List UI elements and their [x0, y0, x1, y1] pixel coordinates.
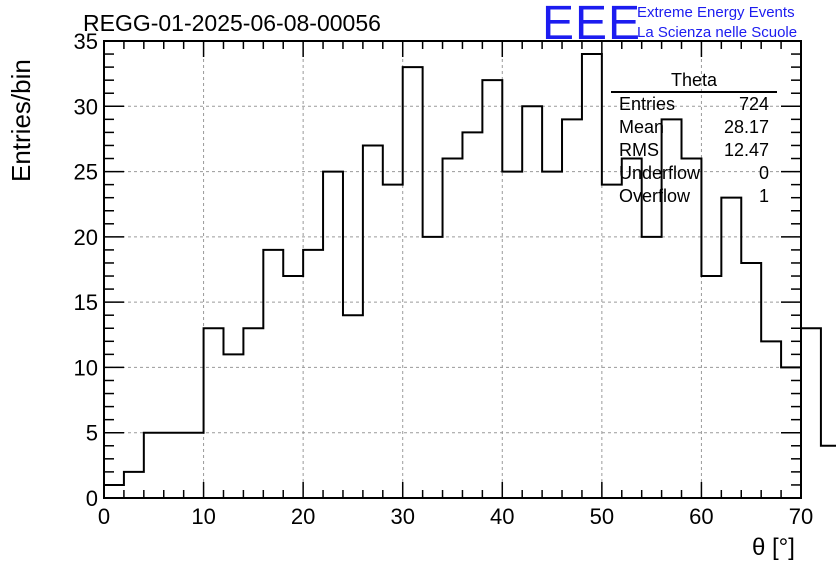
histogram-bin	[383, 185, 403, 498]
histogram-bin	[522, 106, 542, 498]
histogram-bin	[542, 172, 562, 498]
stats-label: Entries	[619, 94, 676, 114]
histogram-bin	[184, 433, 204, 498]
stats-label: Underflow	[619, 163, 701, 183]
x-tick-label: 50	[590, 504, 614, 529]
histogram-bin	[223, 354, 243, 498]
histogram-bin	[263, 250, 283, 498]
stats-value: 0	[758, 163, 769, 183]
histogram-bin	[363, 145, 383, 498]
stats-title: Theta	[611, 70, 777, 93]
histogram-bin	[582, 54, 602, 498]
histogram-bin	[701, 276, 721, 498]
chart-title: REGG-01-2025-06-08-00056	[83, 10, 381, 36]
y-tick-label: 35	[74, 29, 98, 54]
histogram-bin	[682, 159, 702, 498]
stats-row-overflow: Overflow 1	[611, 185, 777, 208]
histogram-bin	[821, 446, 836, 498]
histogram-bin	[721, 198, 741, 498]
eee-logo: EEE	[542, 0, 642, 50]
histogram-bin	[562, 119, 582, 498]
histogram-bin	[462, 132, 482, 498]
histogram-bin	[243, 328, 263, 498]
histogram-bin	[164, 433, 184, 498]
x-tick-label: 20	[291, 504, 315, 529]
histogram-bin	[124, 472, 144, 498]
histogram-bin	[622, 159, 642, 498]
stats-box: Theta Entries 724 Mean 28.17 RMS 12.47 Underfl…	[611, 70, 777, 208]
stats-value: 1	[758, 186, 769, 206]
histogram-bin	[761, 341, 781, 498]
histogram-bin	[283, 276, 303, 498]
logo-caption: Extreme Energy Events La Scienza nelle S…	[637, 3, 797, 43]
stats-row-entries: Entries 724	[611, 93, 777, 116]
histogram-bin	[403, 67, 423, 498]
x-tick-label: 60	[689, 504, 713, 529]
y-tick-label: 5	[86, 421, 98, 446]
stats-label: Mean	[619, 117, 665, 137]
x-tick-label: 10	[191, 504, 215, 529]
stats-label: RMS	[619, 140, 659, 160]
histogram-bin	[343, 315, 363, 498]
stats-row-rms: RMS 12.47	[611, 139, 777, 162]
histogram-bin	[104, 485, 124, 498]
histogram-bin	[204, 328, 224, 498]
histogram-bin	[303, 250, 323, 498]
x-tick-label: 30	[390, 504, 414, 529]
logo-line-2: La Scienza nelle Scuole	[637, 24, 798, 41]
logo-line-1: Extreme Energy Events	[637, 4, 795, 21]
y-tick-label: 30	[74, 94, 98, 119]
y-tick-label: 0	[86, 486, 98, 511]
histogram-bin	[323, 172, 343, 498]
histogram-bin	[602, 185, 622, 498]
histogram-bin	[482, 80, 502, 498]
histogram-bin	[741, 263, 761, 498]
x-axis-label: θ [°]	[752, 534, 795, 561]
y-tick-label: 10	[74, 355, 98, 380]
histogram-bin	[801, 328, 821, 498]
stats-label: Overflow	[619, 186, 691, 206]
histogram-bin	[502, 172, 522, 498]
stats-row-underflow: Underflow 0	[611, 162, 777, 185]
x-tick-label: 40	[490, 504, 514, 529]
histogram-bin	[642, 237, 662, 498]
y-tick-label: 15	[74, 290, 98, 315]
histogram-bin	[443, 159, 463, 498]
x-tick-label: 0	[98, 504, 110, 529]
histogram-bin	[423, 237, 443, 498]
stats-row-mean: Mean 28.17	[611, 116, 777, 139]
stats-value: 724	[738, 94, 769, 114]
y-tick-label: 25	[74, 160, 98, 185]
stats-value: 28.17	[723, 117, 769, 137]
x-tick-label: 70	[789, 504, 813, 529]
histogram-bin	[144, 433, 164, 498]
y-axis-label: Entries/bin	[6, 59, 36, 182]
stats-value: 12.47	[723, 140, 769, 160]
y-tick-label: 20	[74, 225, 98, 250]
plot-frame	[103, 40, 802, 499]
